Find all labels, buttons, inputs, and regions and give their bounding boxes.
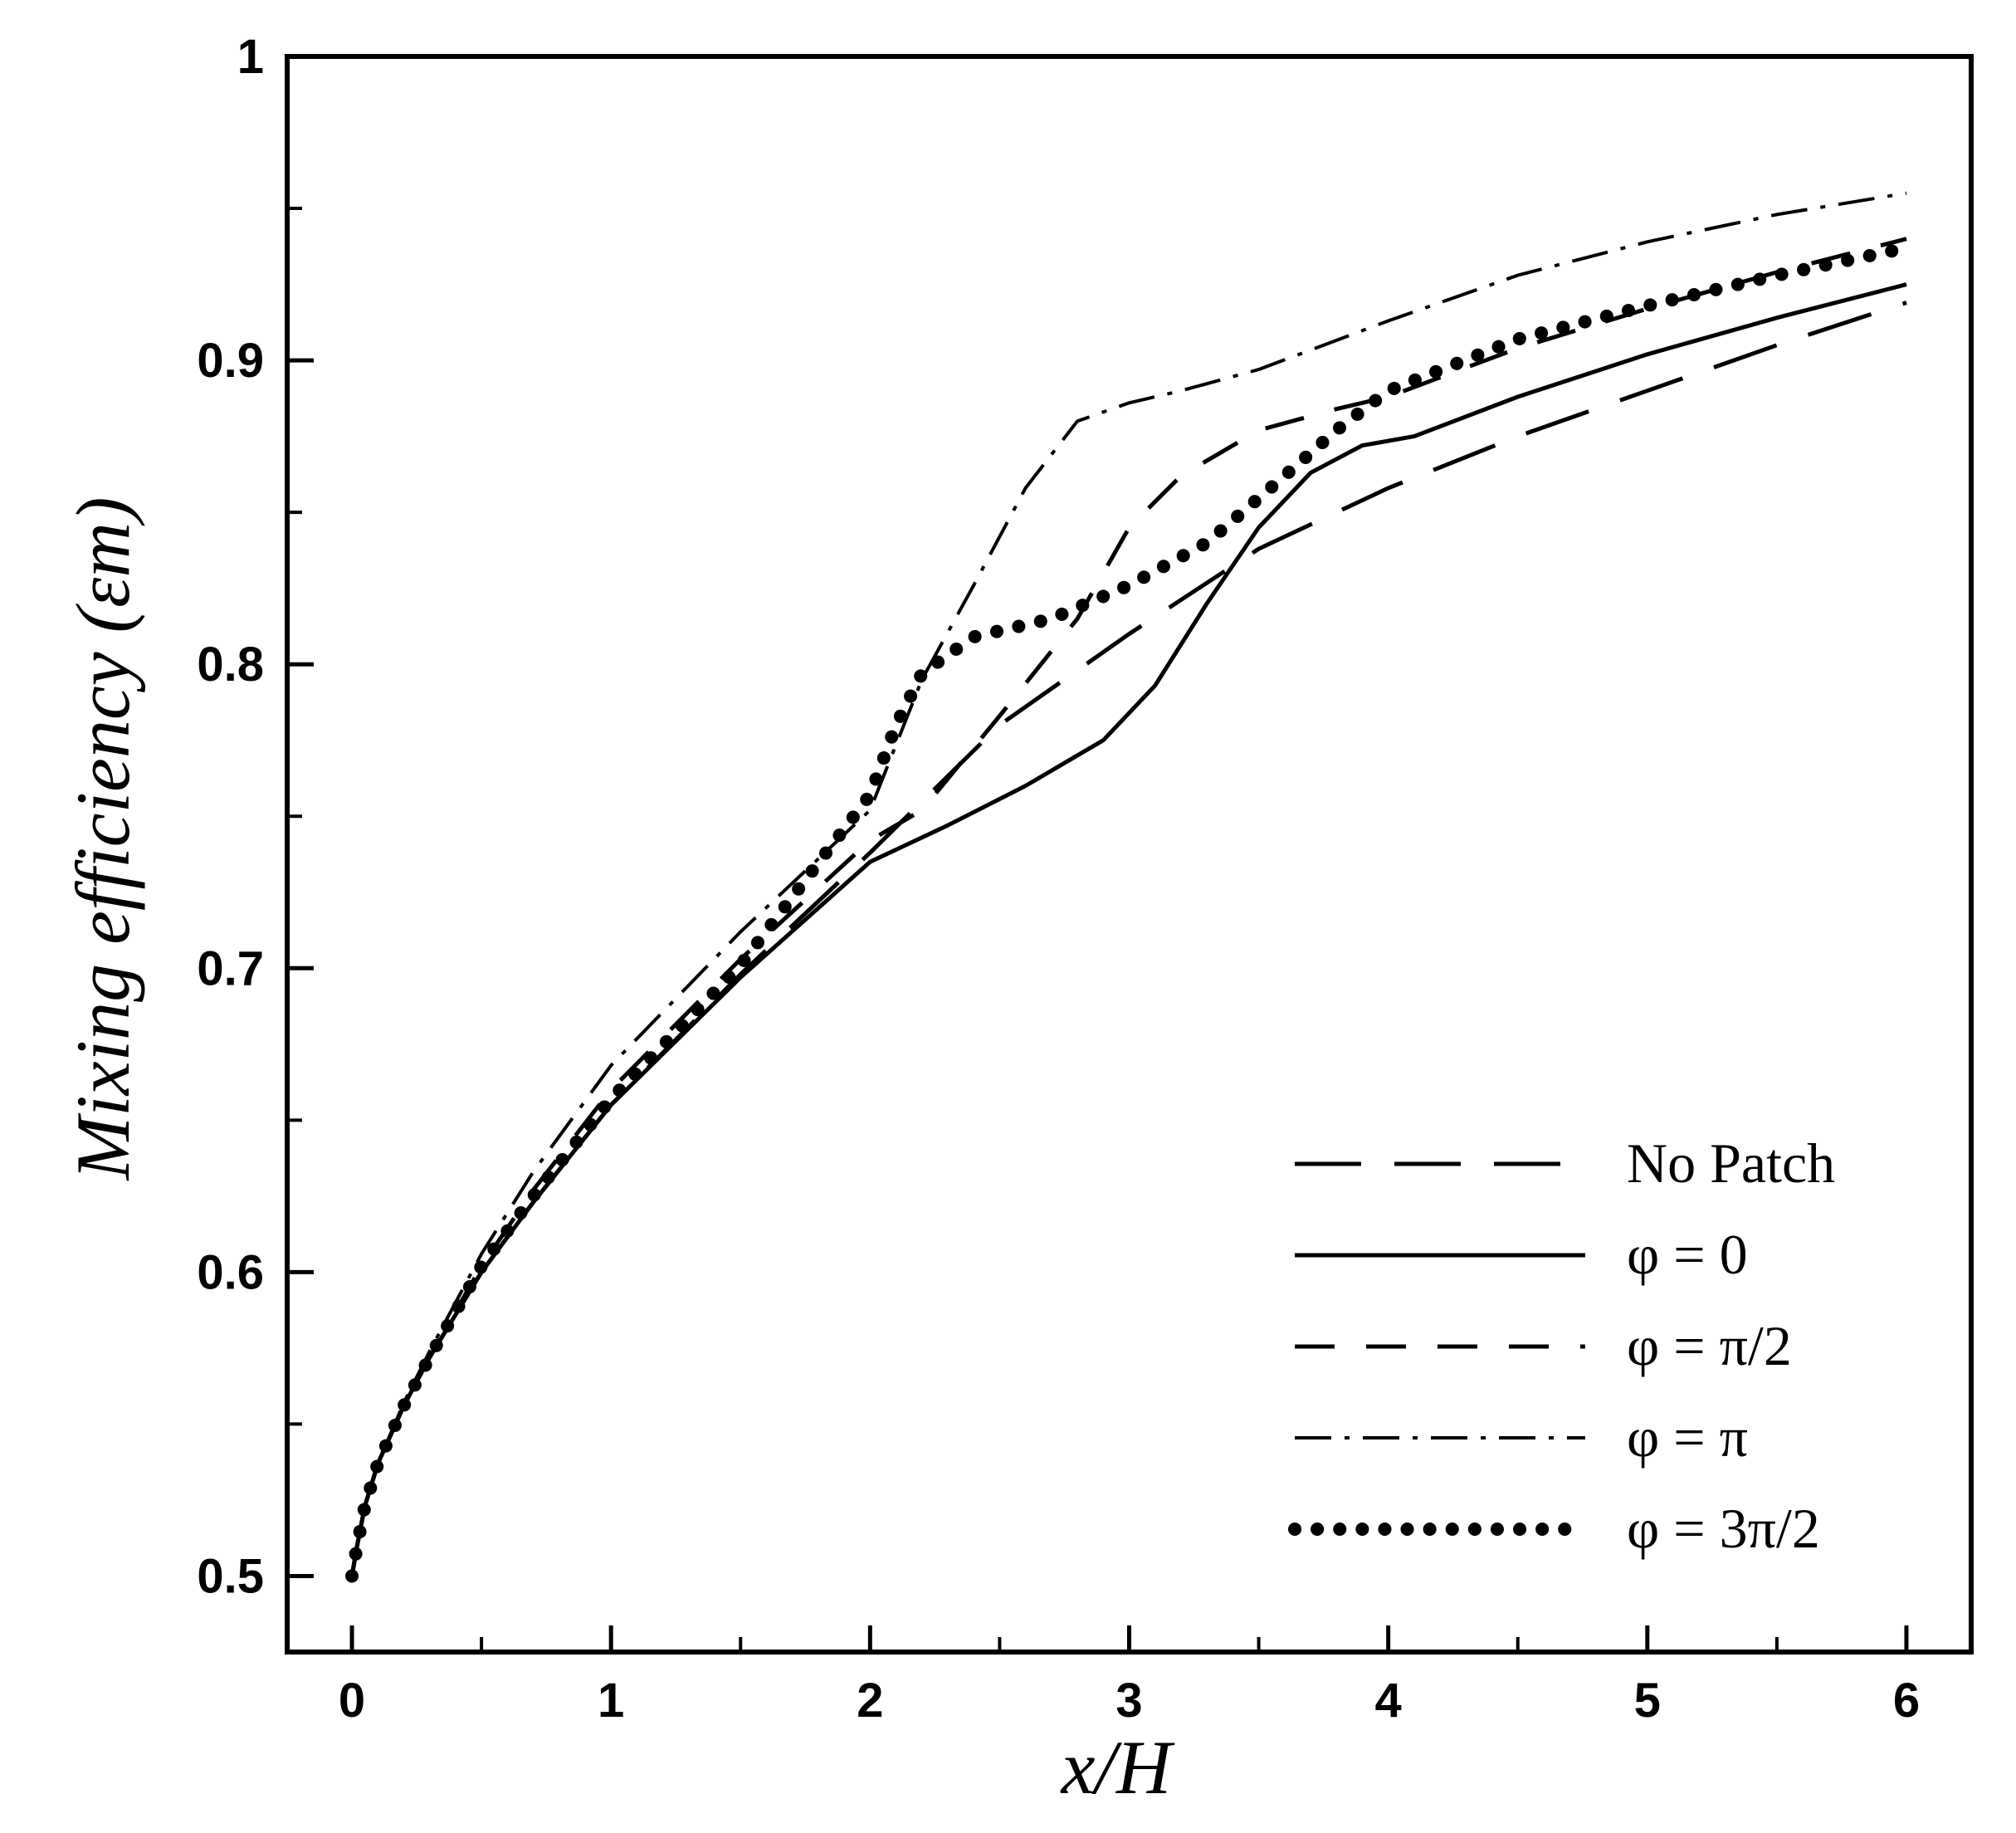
legend-label-5: φ = 3π/2 bbox=[1627, 1497, 1820, 1560]
ticks: 0 1 2 3 4 5 6 0.5 0.6 0.7 0.8 0.9 1 bbox=[197, 30, 1920, 1728]
legend-label-1: No Patch bbox=[1627, 1132, 1835, 1195]
series-line-1 bbox=[349, 301, 1907, 1576]
y-axis-title: Mixing efficiency (εm) bbox=[61, 497, 145, 1182]
x-tick-label: 0 bbox=[339, 1674, 365, 1728]
y-tick-label: 0.5 bbox=[197, 1549, 264, 1603]
legend-label-3: φ = π/2 bbox=[1627, 1314, 1792, 1377]
x-tick-label: 5 bbox=[1634, 1674, 1661, 1728]
x-tick-label: 4 bbox=[1375, 1674, 1402, 1728]
y-tick-label: 0.8 bbox=[197, 638, 264, 692]
series-lines bbox=[345, 191, 1913, 1583]
x-tick-label: 6 bbox=[1893, 1674, 1920, 1728]
series-line-5 bbox=[345, 241, 1913, 1583]
legend-label-2: φ = 0 bbox=[1627, 1223, 1748, 1286]
x-tick-label: 1 bbox=[598, 1674, 624, 1728]
x-axis-title: x/H bbox=[1060, 1725, 1175, 1810]
x-tick-label: 3 bbox=[1115, 1674, 1142, 1728]
x-tick-label: 2 bbox=[857, 1674, 883, 1728]
y-tick-label: 0.6 bbox=[197, 1245, 264, 1299]
legend-label-4: φ = π bbox=[1627, 1405, 1748, 1469]
series-line-2 bbox=[349, 282, 1907, 1576]
y-tick-label: 1 bbox=[237, 30, 264, 84]
legend: No Patch φ = 0 φ = π/2 φ = π φ = 3π/2 bbox=[1288, 1132, 1835, 1560]
y-tick-label: 0.7 bbox=[197, 941, 264, 995]
y-tick-label: 0.9 bbox=[197, 334, 264, 388]
